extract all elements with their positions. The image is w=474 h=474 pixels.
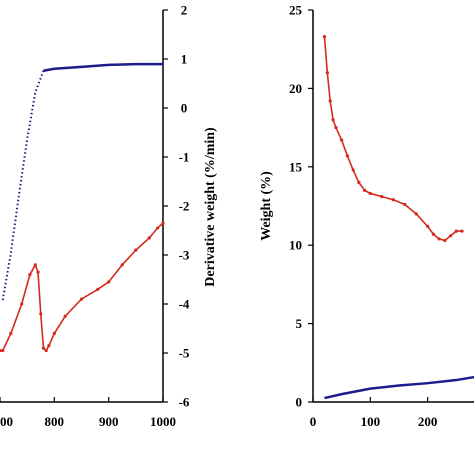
- left-x-tick-label: 800: [45, 414, 65, 429]
- left-y2-tick-label: 0: [181, 101, 188, 116]
- left-chart-panel: 00 800 900 1000 2 1 0 -1 -2 -3 -4 -5 -6 Derivative …: [0, 3, 218, 429]
- left-red-derivative-line: [0, 222, 164, 352]
- right-red-data-point: [414, 212, 418, 216]
- left-y2-tick-label: -5: [179, 346, 190, 361]
- right-red-data-point: [328, 99, 332, 103]
- right-red-data-point: [368, 191, 372, 196]
- left-red-data-point: [28, 273, 32, 277]
- left-red-data-point: [47, 344, 51, 348]
- right-red-data-point: [391, 198, 395, 202]
- left-red-data-point: [134, 248, 138, 252]
- right-x-tick-label: 100: [361, 414, 381, 429]
- left-red-data-point: [36, 270, 40, 274]
- left-blue-weight-line: [43, 62, 163, 72]
- right-red-data-point: [426, 224, 430, 228]
- left-y2-tick-label: -2: [179, 199, 190, 214]
- right-red-data-point: [443, 238, 447, 243]
- right-chart-y-ticks: 25 20 15 10 5 0: [289, 3, 313, 410]
- right-red-data-point: [454, 229, 458, 233]
- left-chart-y2-title: Derivative weight (%/min): [203, 127, 218, 287]
- right-red-data-point: [322, 35, 327, 39]
- left-blue-weight-dotted-line: [1, 70, 45, 301]
- left-red-data-point: [120, 263, 124, 267]
- right-x-tick-label: 200: [418, 414, 438, 429]
- right-red-data-point: [331, 118, 335, 122]
- right-chart-panel: 0 100 200 25 20 15 10 5 0 Weight (%): [259, 3, 474, 429]
- right-red-data-point: [340, 138, 344, 142]
- right-chart-y-title: Weight (%): [259, 171, 274, 241]
- left-red-data-point: [41, 346, 46, 350]
- right-red-data-point: [437, 237, 441, 241]
- left-red-data-point: [44, 348, 48, 353]
- right-red-data-point: [334, 126, 338, 130]
- left-red-data-point: [20, 302, 24, 306]
- right-chart-series: [322, 35, 474, 400]
- left-red-data-point: [39, 312, 43, 316]
- left-chart-x-ticks: 00 800 900 1000: [0, 397, 176, 429]
- left-red-data-point: [9, 331, 13, 335]
- left-chart-series: [0, 62, 165, 353]
- right-red-data-point: [351, 168, 355, 172]
- right-red-data-point: [403, 202, 407, 207]
- right-y-tick-label: 25: [289, 3, 303, 18]
- left-y2-tick-label: -3: [179, 248, 190, 263]
- right-red-data-point: [449, 234, 453, 238]
- right-red-data-point: [325, 71, 329, 75]
- left-red-data-point: [63, 314, 67, 318]
- left-red-data-point: [0, 348, 2, 353]
- right-y-tick-label: 0: [296, 395, 303, 410]
- right-y-tick-label: 20: [289, 81, 302, 96]
- right-y-tick-label: 10: [289, 238, 302, 253]
- right-red-data-point: [431, 232, 435, 236]
- left-y2-tick-label: 2: [181, 3, 188, 18]
- right-red-data-point: [363, 188, 367, 192]
- right-x-tick-label: 0: [310, 414, 317, 429]
- left-y2-tick-label: 1: [181, 52, 188, 67]
- left-y2-tick-label: -6: [179, 395, 190, 410]
- left-red-data-point: [107, 280, 111, 284]
- left-red-data-point: [155, 226, 160, 230]
- right-red-data-point: [357, 180, 361, 185]
- right-blue-weight-line: [324, 375, 474, 400]
- left-red-data-point: [147, 236, 152, 240]
- left-red-data-point: [79, 297, 84, 301]
- left-x-tick-label: 00: [0, 414, 13, 429]
- right-y-tick-label: 15: [289, 159, 303, 174]
- left-red-data-point: [52, 331, 56, 335]
- left-x-tick-label: 900: [99, 414, 119, 429]
- right-red-data-point: [460, 229, 464, 233]
- right-chart-x-ticks: 0 100 200: [310, 397, 438, 429]
- left-red-data-point: [33, 263, 37, 267]
- left-red-data-point: [161, 221, 165, 225]
- right-red-data-point: [345, 154, 349, 158]
- left-red-data-point: [96, 287, 100, 291]
- right-red-data-point: [380, 194, 384, 199]
- left-chart-y2-ticks: 2 1 0 -1 -2 -3 -4 -5 -6: [163, 3, 190, 410]
- right-y-tick-label: 5: [296, 316, 303, 331]
- left-red-data-point: [1, 348, 5, 353]
- right-red-weight-line: [323, 36, 463, 242]
- left-x-tick-label: 1000: [150, 414, 176, 429]
- left-y2-tick-label: -1: [179, 150, 190, 165]
- left-y2-tick-label: -4: [179, 297, 190, 312]
